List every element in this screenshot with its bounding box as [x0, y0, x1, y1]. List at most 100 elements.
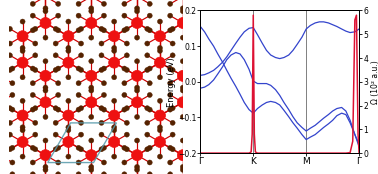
Circle shape	[101, 92, 107, 97]
Circle shape	[124, 26, 129, 31]
Circle shape	[124, 132, 129, 137]
Circle shape	[89, 85, 94, 90]
Circle shape	[17, 110, 28, 121]
Circle shape	[99, 106, 104, 111]
Circle shape	[17, 57, 28, 68]
Circle shape	[122, 145, 127, 150]
Circle shape	[10, 145, 15, 150]
Circle shape	[66, 75, 71, 80]
Circle shape	[145, 120, 150, 125]
Circle shape	[155, 110, 166, 121]
Circle shape	[53, 41, 58, 46]
Circle shape	[170, 132, 175, 137]
Circle shape	[145, 106, 150, 111]
Circle shape	[8, 53, 12, 58]
Circle shape	[124, 147, 129, 152]
Circle shape	[53, 147, 58, 152]
Circle shape	[56, 145, 61, 150]
Circle shape	[99, 120, 104, 125]
Circle shape	[101, 81, 107, 86]
Circle shape	[135, 9, 139, 14]
Circle shape	[63, 57, 74, 68]
Circle shape	[180, 164, 185, 169]
Circle shape	[43, 9, 48, 14]
Circle shape	[43, 88, 48, 93]
Circle shape	[157, 128, 163, 133]
Circle shape	[177, 97, 188, 108]
Circle shape	[79, 68, 84, 73]
Circle shape	[101, 1, 107, 6]
Circle shape	[76, 160, 81, 165]
Circle shape	[33, 132, 38, 137]
Circle shape	[170, 147, 175, 152]
Circle shape	[10, 92, 15, 97]
Circle shape	[99, 26, 104, 31]
Circle shape	[177, 18, 188, 29]
Circle shape	[20, 19, 25, 24]
Circle shape	[135, 167, 139, 172]
Circle shape	[89, 167, 94, 172]
Circle shape	[157, 125, 163, 130]
Circle shape	[147, 28, 152, 33]
Circle shape	[30, 107, 35, 112]
Circle shape	[63, 31, 74, 42]
Circle shape	[122, 28, 127, 33]
Circle shape	[157, 98, 163, 103]
Circle shape	[53, 132, 58, 137]
Circle shape	[8, 132, 12, 137]
Circle shape	[135, 114, 139, 120]
Circle shape	[53, 106, 58, 111]
Circle shape	[76, 1, 81, 6]
Circle shape	[10, 66, 15, 71]
Circle shape	[30, 28, 35, 33]
Circle shape	[145, 26, 150, 31]
Circle shape	[8, 26, 12, 31]
Circle shape	[122, 66, 127, 71]
Circle shape	[135, 6, 139, 11]
Circle shape	[108, 136, 120, 147]
Circle shape	[122, 160, 127, 165]
Circle shape	[43, 35, 48, 40]
Circle shape	[79, 132, 84, 137]
Circle shape	[170, 68, 175, 73]
Circle shape	[170, 106, 175, 111]
Circle shape	[53, 53, 58, 58]
Circle shape	[135, 59, 139, 64]
Circle shape	[76, 81, 81, 86]
Circle shape	[155, 31, 166, 42]
Circle shape	[132, 150, 143, 161]
Circle shape	[89, 114, 94, 120]
Circle shape	[170, 26, 175, 31]
Circle shape	[56, 107, 61, 112]
Circle shape	[43, 85, 48, 90]
Circle shape	[132, 70, 143, 81]
Circle shape	[79, 120, 84, 125]
Circle shape	[101, 13, 107, 18]
Circle shape	[40, 97, 51, 108]
Circle shape	[8, 147, 12, 152]
Circle shape	[122, 92, 127, 97]
Circle shape	[56, 66, 61, 71]
Circle shape	[86, 150, 97, 161]
Circle shape	[43, 59, 48, 64]
Circle shape	[43, 6, 48, 11]
Circle shape	[112, 19, 117, 24]
Circle shape	[30, 66, 35, 71]
Circle shape	[167, 160, 173, 165]
Circle shape	[17, 31, 28, 42]
Circle shape	[30, 160, 35, 165]
Circle shape	[167, 172, 173, 174]
Circle shape	[8, 41, 12, 46]
Circle shape	[108, 31, 120, 42]
Circle shape	[79, 26, 84, 31]
Circle shape	[89, 59, 94, 64]
Circle shape	[40, 150, 51, 161]
Circle shape	[89, 9, 94, 14]
Circle shape	[180, 167, 185, 172]
Circle shape	[157, 45, 163, 50]
Circle shape	[86, 18, 97, 29]
Circle shape	[79, 53, 84, 58]
Circle shape	[147, 81, 152, 86]
Circle shape	[10, 81, 15, 86]
Circle shape	[147, 145, 152, 150]
